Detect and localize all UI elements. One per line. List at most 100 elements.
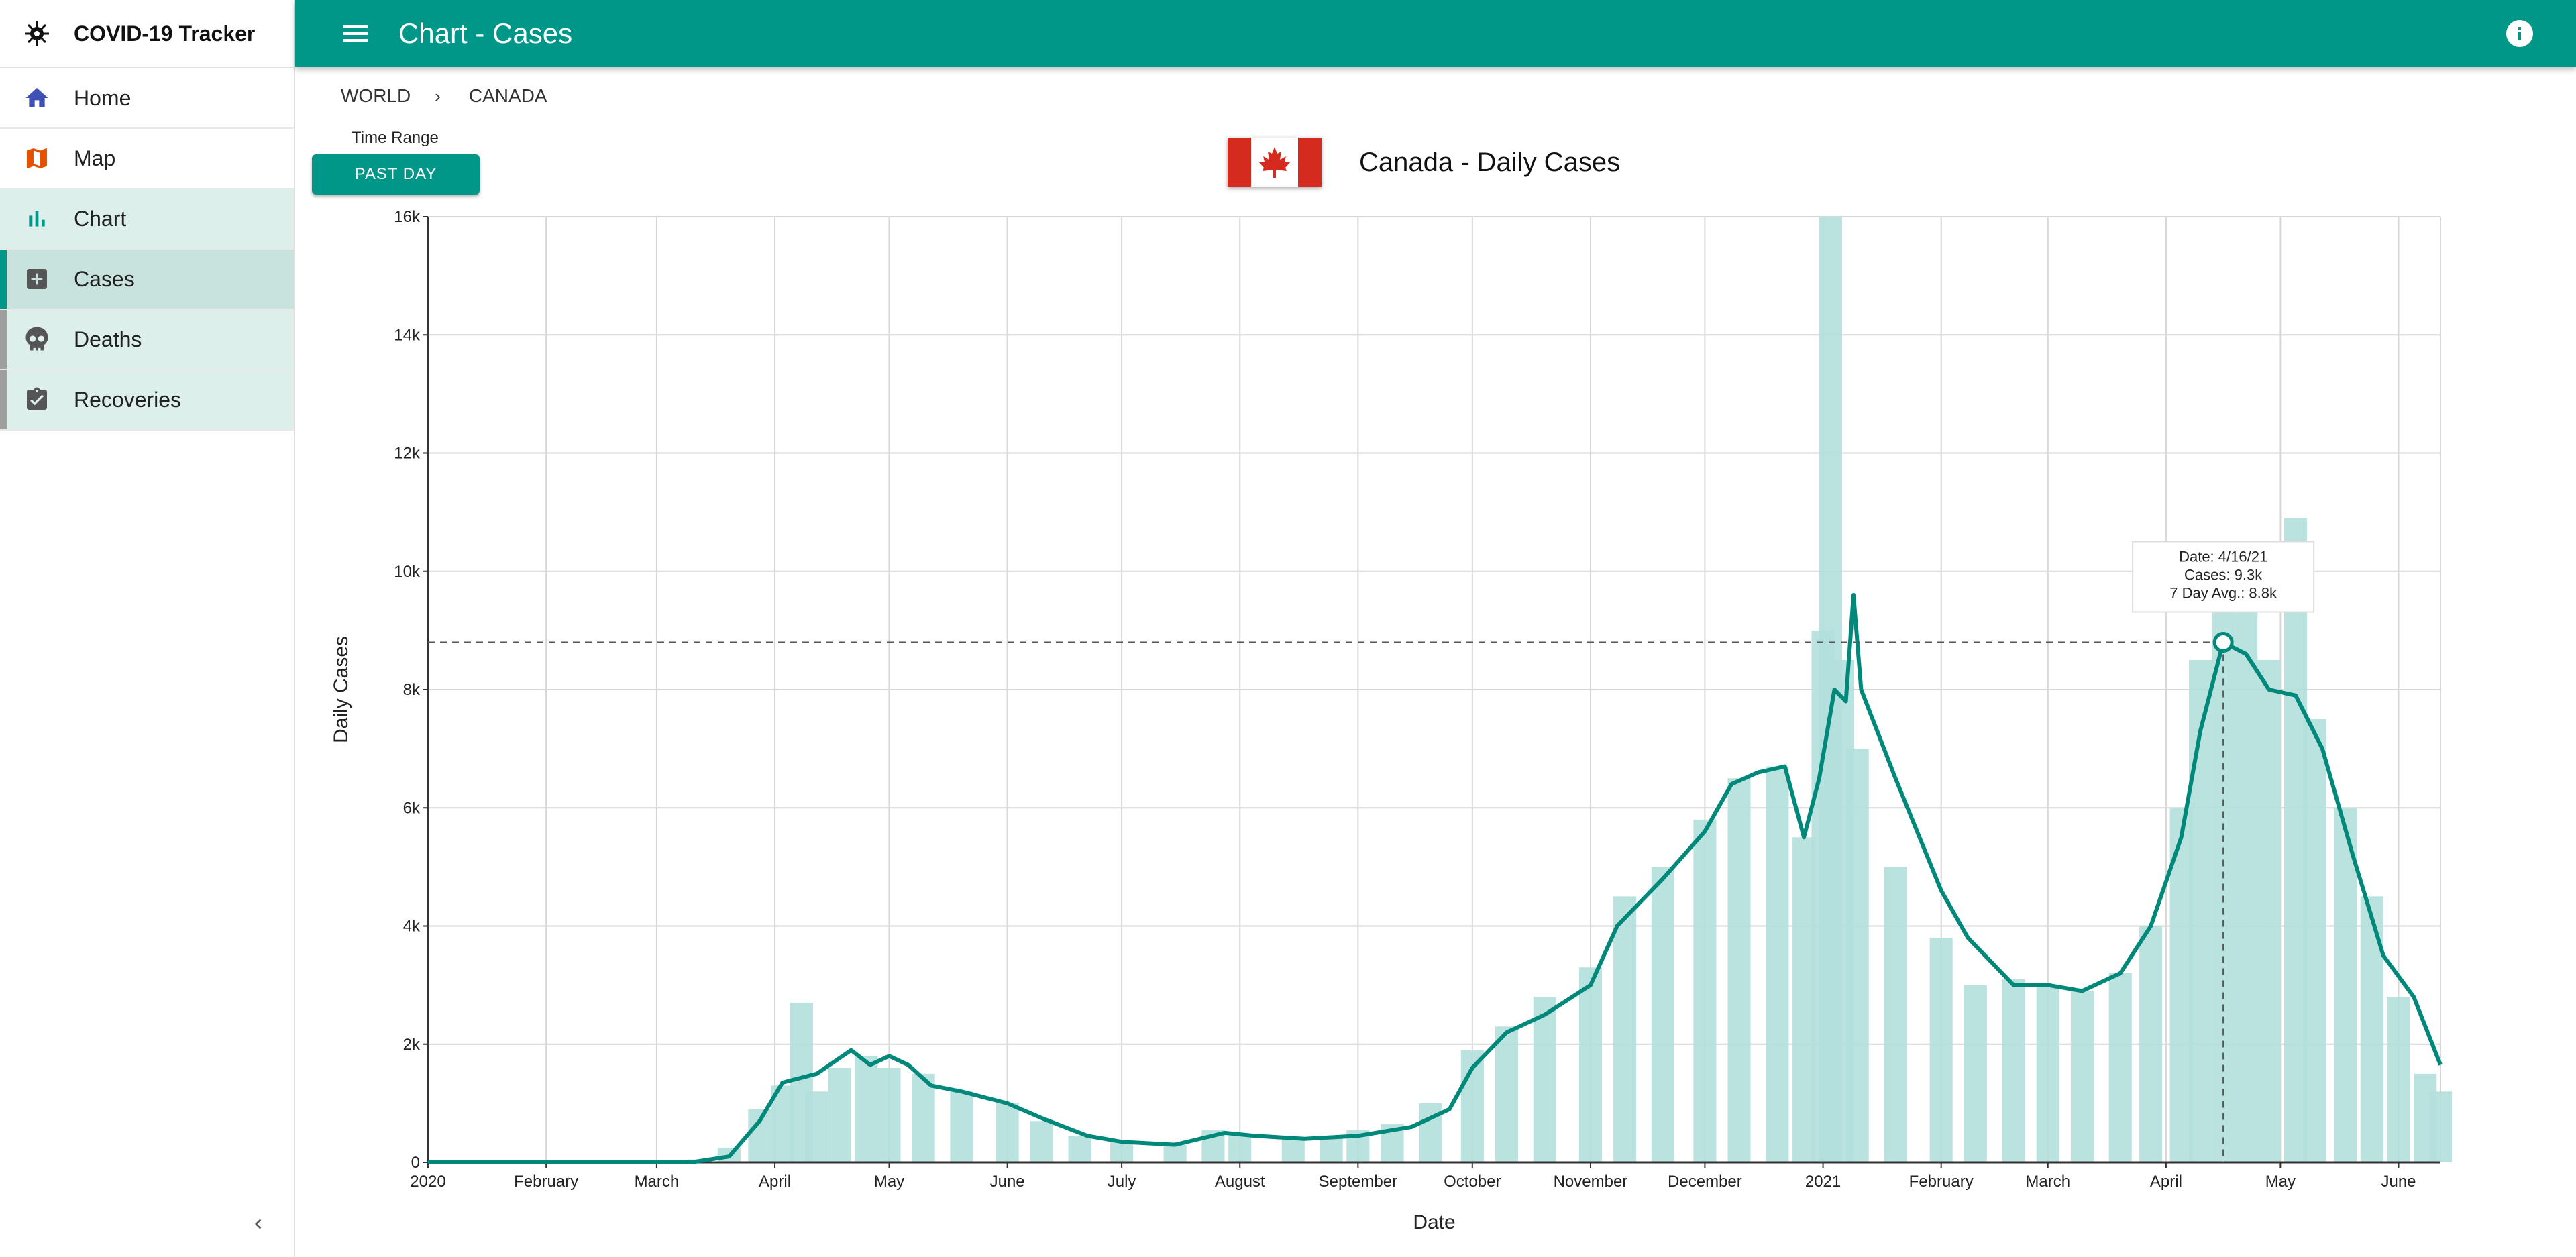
case-bar xyxy=(855,1056,878,1162)
x-tick-label: November xyxy=(1554,1172,1628,1191)
case-bar xyxy=(1163,1144,1187,1162)
case-bar xyxy=(2002,979,2025,1162)
sidebar-item-deaths[interactable]: Deaths xyxy=(0,310,294,370)
y-tick-label: 10k xyxy=(394,563,421,581)
case-bar xyxy=(2360,896,2383,1162)
case-bar xyxy=(1613,896,1637,1162)
x-tick-label: March xyxy=(635,1172,680,1191)
breadcrumb-canada[interactable]: CANADA xyxy=(468,85,547,106)
case-bar xyxy=(1320,1136,1343,1162)
case-bar xyxy=(717,1147,741,1162)
sidebar-item-map[interactable]: Map xyxy=(0,129,294,189)
tooltip-box xyxy=(2132,541,2315,613)
sidebar-item-recoveries[interactable]: Recoveries xyxy=(0,370,294,431)
x-tick-label: 2020 xyxy=(410,1172,445,1191)
y-tick-label: 0 xyxy=(411,1154,420,1172)
x-tick-label: June xyxy=(990,1172,1025,1191)
seven-day-average-line xyxy=(428,593,2443,1164)
plus-box-icon xyxy=(0,266,74,292)
case-bar xyxy=(2189,659,2212,1162)
case-bar xyxy=(1651,867,1674,1162)
y-tick-label: 12k xyxy=(394,445,421,463)
page-title: Chart - Cases xyxy=(398,17,573,49)
time-range-label: Time Range xyxy=(352,129,439,147)
menu-button[interactable] xyxy=(329,7,382,60)
case-bar xyxy=(1030,1121,1053,1162)
sidebar-item-home[interactable]: Home xyxy=(0,68,294,129)
case-bar xyxy=(996,1103,1019,1162)
case-bar xyxy=(2414,1073,2437,1162)
sidebar: COVID-19 Tracker Home Map Chart Cases De… xyxy=(0,0,295,1257)
case-bar xyxy=(1578,967,1602,1162)
app-name: COVID-19 Tracker xyxy=(74,21,256,46)
x-tick-label: June xyxy=(2381,1172,2416,1191)
y-tick-label: 8k xyxy=(403,681,421,699)
case-bar xyxy=(2036,985,2059,1162)
case-bar xyxy=(1819,217,1842,1162)
case-bar xyxy=(1201,1130,1225,1162)
x-tick-label: February xyxy=(1909,1172,1974,1191)
info-icon xyxy=(2506,20,2533,47)
tooltip-cases: Cases: 9.3k xyxy=(2184,567,2263,584)
case-bar xyxy=(1419,1103,1442,1162)
y-tick-label: 2k xyxy=(403,1036,421,1054)
x-tick-label: April xyxy=(2150,1172,2182,1191)
info-button[interactable] xyxy=(2504,17,2536,50)
case-bar xyxy=(1830,659,1854,1162)
x-tick-label: July xyxy=(1108,1172,1136,1191)
skull-icon xyxy=(0,325,74,354)
case-bar xyxy=(1964,985,1987,1162)
sidebar-item-label: Map xyxy=(74,146,116,170)
x-tick-label: September xyxy=(1319,1172,1397,1191)
sidebar-item-chart[interactable]: Chart xyxy=(0,189,294,250)
y-axis-title: Daily Cases xyxy=(330,636,352,743)
tooltip-date: Date: 4/16/21 xyxy=(2179,549,2267,565)
case-bar xyxy=(877,1068,901,1162)
case-bar xyxy=(748,1109,771,1162)
case-bar xyxy=(1792,837,1816,1162)
home-icon xyxy=(0,85,74,111)
case-bar xyxy=(1381,1124,1404,1162)
case-bar xyxy=(2169,808,2193,1162)
case-bar xyxy=(950,1091,973,1162)
breadcrumb-separator: › xyxy=(435,85,441,106)
sidebar-item-label: Recoveries xyxy=(74,387,182,412)
case-bar xyxy=(790,1003,813,1162)
case-bar xyxy=(2257,659,2281,1162)
y-tick-label: 6k xyxy=(403,799,421,817)
case-bar xyxy=(2139,926,2163,1162)
x-tick-label: February xyxy=(514,1172,578,1191)
case-bar xyxy=(2284,518,2308,1162)
y-tick-label: 16k xyxy=(394,208,421,226)
virus-icon xyxy=(0,19,74,48)
x-tick-label: March xyxy=(2025,1172,2070,1191)
case-bar xyxy=(1228,1136,1252,1162)
case-bar xyxy=(2235,571,2258,1162)
x-tick-label: May xyxy=(874,1172,904,1191)
time-range-button[interactable]: PAST DAY xyxy=(312,154,480,195)
hamburger-menu-icon xyxy=(343,25,368,42)
breadcrumb-world[interactable]: WORLD xyxy=(341,85,411,106)
x-axis-title: Date xyxy=(1413,1211,1455,1234)
sidebar-item-label: Deaths xyxy=(74,327,142,351)
case-bar xyxy=(1068,1136,1091,1162)
case-bar xyxy=(1495,1026,1518,1162)
case-bar xyxy=(2070,991,2094,1162)
case-bar xyxy=(2108,973,2132,1162)
case-bar xyxy=(1766,766,1789,1162)
chevron-left-icon xyxy=(255,1219,262,1229)
breadcrumb: WORLD › CANADA xyxy=(341,79,547,113)
sidebar-item-label: Home xyxy=(74,85,131,110)
top-app-bar: Chart - Cases xyxy=(295,0,2576,67)
collapse-sidebar-button[interactable] xyxy=(241,1207,275,1241)
x-tick-label: October xyxy=(1444,1172,1501,1191)
case-bar xyxy=(2428,1091,2453,1162)
case-bar xyxy=(1533,997,1556,1162)
x-tick-label: April xyxy=(759,1172,791,1191)
sidebar-item-cases[interactable]: Cases xyxy=(0,250,294,310)
clipboard-check-icon xyxy=(0,386,74,413)
tooltip-average: 7 Day Avg.: 8.8k xyxy=(2169,585,2277,602)
case-bar xyxy=(1811,630,1835,1162)
y-tick-label: 14k xyxy=(394,326,421,344)
case-bar xyxy=(1693,819,1717,1162)
